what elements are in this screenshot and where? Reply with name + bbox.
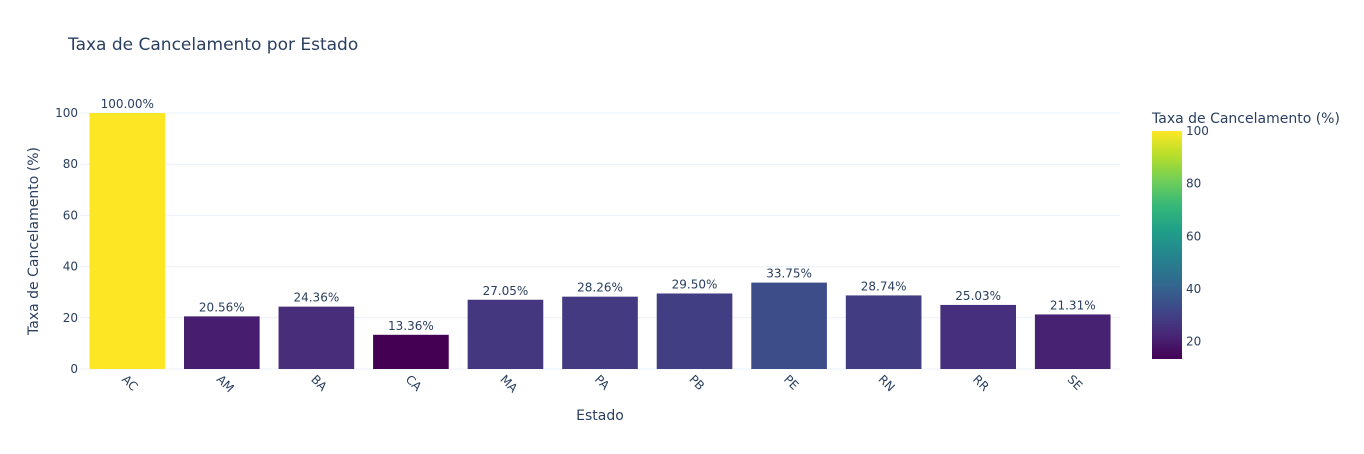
bar-value-label: 24.36%: [293, 291, 339, 305]
y-tick-label: 100: [55, 106, 78, 120]
bar: [89, 113, 166, 369]
bar: [184, 316, 260, 369]
bar: [467, 299, 544, 369]
x-tick-label: PE: [781, 372, 801, 392]
colorbar-gradient: [1152, 131, 1182, 359]
colorbar-title: Taxa de Cancelamento (%): [1151, 111, 1340, 127]
y-axis-title: Taxa de Cancelamento (%): [26, 147, 42, 336]
bar-value-label: 28.26%: [577, 281, 623, 295]
bar: [1034, 314, 1111, 369]
x-axis-title: Estado: [576, 408, 624, 424]
chart-title: Taxa de Cancelamento por Estado: [67, 35, 358, 55]
x-tick-label: AC: [119, 372, 140, 393]
colorbar-tick-label: 60: [1186, 229, 1201, 243]
x-tick-label: SE: [1065, 372, 1086, 393]
x-tick-label: MA: [497, 372, 521, 396]
bar-value-label: 28.74%: [861, 279, 907, 293]
y-tick-label: 0: [70, 362, 78, 376]
bar-value-label: 100.00%: [101, 97, 154, 111]
colorbar-tick-label: 80: [1186, 177, 1201, 191]
colorbar-tick-label: 20: [1186, 335, 1201, 349]
y-tick-label: 40: [63, 260, 78, 274]
bar-value-label: 20.56%: [199, 300, 245, 314]
y-tick-label: 20: [63, 311, 78, 325]
x-tick-label: AM: [214, 372, 237, 395]
bar: [562, 296, 638, 369]
bars: 100.00% 20.56% 24.36% 13.36% 27.05% 28.26% 29.…: [89, 97, 1111, 369]
x-tick-label: RN: [876, 372, 898, 394]
colorbar: Taxa de Cancelamento (%) 20 40 60 80 100: [1151, 111, 1340, 359]
bar: [373, 334, 449, 369]
bar: [278, 306, 355, 369]
bar-value-label: 13.36%: [388, 319, 434, 333]
bar-value-label: 29.50%: [672, 277, 718, 291]
colorbar-tick-label: 100: [1186, 124, 1209, 138]
x-axis-ticks: AC AM BA CA MA PA PB PE RN RR SE: [119, 372, 1085, 396]
colorbar-tick-label: 40: [1186, 282, 1201, 296]
bar-value-label: 21.31%: [1050, 298, 1096, 312]
y-tick-label: 80: [63, 157, 78, 171]
x-tick-label: BA: [308, 372, 330, 394]
colorbar-ticks: 20 40 60 80 100: [1186, 124, 1209, 349]
x-tick-label: CA: [403, 372, 425, 394]
x-tick-label: RR: [970, 372, 992, 394]
bar: [845, 295, 922, 369]
x-tick-label: PA: [592, 372, 613, 393]
bar-value-label: 27.05%: [483, 284, 529, 298]
bar: [656, 293, 733, 369]
bar: [940, 304, 1016, 369]
y-axis-ticks: 0 20 40 60 80 100: [55, 106, 78, 376]
bar: [751, 282, 827, 369]
bar-value-label: 25.03%: [955, 289, 1001, 303]
bar-value-label: 33.75%: [766, 267, 812, 281]
x-tick-label: PB: [686, 372, 707, 393]
y-tick-label: 60: [63, 208, 78, 222]
